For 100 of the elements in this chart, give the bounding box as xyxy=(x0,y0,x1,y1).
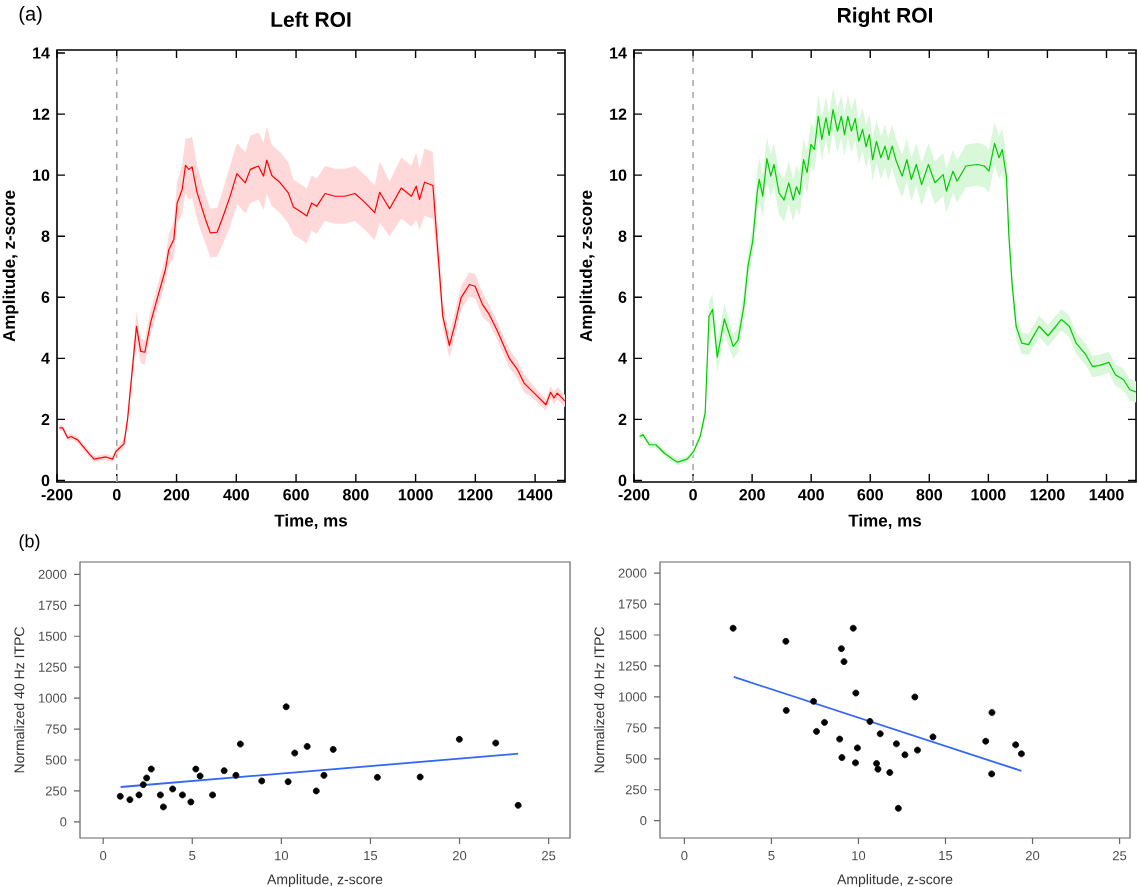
text: (b) xyxy=(19,534,40,552)
point xyxy=(894,804,902,812)
x-tick-label: 5 xyxy=(189,851,196,861)
x-tick-label: 1000 xyxy=(398,489,433,501)
point xyxy=(876,730,884,738)
point xyxy=(236,740,244,748)
point xyxy=(284,778,292,786)
point xyxy=(320,771,328,779)
x-tick-label: 1200 xyxy=(458,489,493,501)
x-axis-title: Amplitude, z-score xyxy=(837,874,953,887)
y-tick-label: 4 xyxy=(618,352,627,364)
y-axis-title: Amplitude, z-score xyxy=(2,190,19,342)
point xyxy=(852,689,860,697)
x-axis-title: Time, ms xyxy=(274,514,347,530)
point xyxy=(782,637,790,645)
point xyxy=(147,765,155,773)
y-tick-label: 14 xyxy=(610,47,627,59)
point xyxy=(782,706,790,714)
point xyxy=(135,791,143,799)
point xyxy=(988,709,996,716)
point xyxy=(220,767,228,775)
y-axis-title: Amplitude, z-score xyxy=(579,190,596,342)
x-tick-label: 0 xyxy=(681,851,688,861)
x-tick-label: 800 xyxy=(916,489,942,501)
y-tick-label: 250 xyxy=(625,785,647,795)
y-tick-label: 12 xyxy=(33,108,50,120)
point xyxy=(282,703,290,711)
point xyxy=(838,754,846,761)
y-tick-label: 1750 xyxy=(39,600,67,610)
point xyxy=(312,787,320,795)
x-tick-label: 10 xyxy=(852,851,866,861)
point xyxy=(156,791,164,799)
y-tick-label: 6 xyxy=(41,291,50,303)
y-tick-label: 0 xyxy=(618,474,627,487)
text: (a) xyxy=(19,6,42,25)
point xyxy=(874,765,882,773)
point xyxy=(416,773,424,781)
y-tick-label: 2000 xyxy=(618,568,647,578)
y-tick-label: 750 xyxy=(625,723,647,733)
y-tick-label: 1250 xyxy=(39,662,67,672)
y-tick-label: 1250 xyxy=(619,661,647,671)
x-tick-label: -200 xyxy=(41,489,73,501)
x-axis-title: Time, ms xyxy=(848,514,921,530)
y-tick-label: 8 xyxy=(618,230,627,242)
y-tick-label: 500 xyxy=(625,754,647,764)
y-tick-label: 1500 xyxy=(39,631,67,641)
point xyxy=(1017,750,1025,758)
x-axis-title: Amplitude, z-score xyxy=(267,874,383,887)
x-tick-label: 25 xyxy=(1113,851,1127,861)
x-tick-label: 15 xyxy=(939,851,953,861)
point xyxy=(187,798,195,806)
point xyxy=(159,803,167,811)
point xyxy=(893,740,900,748)
x-tick-label: 400 xyxy=(223,489,249,501)
x-tick-label: -200 xyxy=(618,489,650,501)
y-tick-label: 10 xyxy=(33,169,50,181)
y-tick-label: 500 xyxy=(45,755,67,765)
point xyxy=(258,777,266,785)
x-tick-label: 400 xyxy=(798,489,824,501)
x-tick-label: 25 xyxy=(542,851,556,861)
point xyxy=(849,624,857,632)
point xyxy=(116,792,124,800)
point xyxy=(492,739,500,747)
point xyxy=(291,749,299,757)
y-tick-label: 2 xyxy=(618,413,627,425)
point xyxy=(873,760,880,767)
point xyxy=(729,624,737,632)
point xyxy=(838,645,845,653)
x-tick-label: 800 xyxy=(342,489,369,501)
y-tick-label: 1000 xyxy=(619,692,647,702)
point xyxy=(1012,741,1020,749)
y-tick-label: 1750 xyxy=(619,599,647,609)
point xyxy=(821,719,828,726)
x-tick-label: 200 xyxy=(739,489,765,501)
point xyxy=(303,743,311,750)
x-tick-label: 1200 xyxy=(1030,489,1065,501)
y-tick-label: 0 xyxy=(41,474,50,487)
point xyxy=(179,791,186,799)
chart-title: Left ROI xyxy=(271,11,351,27)
x-tick-label: 600 xyxy=(283,489,309,501)
y-tick-label: 250 xyxy=(45,786,67,796)
x-tick-label: 200 xyxy=(163,489,190,501)
x-tick-label: 1400 xyxy=(1089,489,1124,501)
y-tick-label: 1500 xyxy=(619,630,647,640)
point xyxy=(192,765,200,773)
point xyxy=(810,697,817,705)
point xyxy=(929,733,937,741)
x-tick-label: 5 xyxy=(768,851,775,861)
x-tick-label: 10 xyxy=(275,851,289,861)
x-tick-label: 20 xyxy=(1025,851,1040,861)
point xyxy=(988,770,996,778)
y-axis-title: Normalized 40 Hz ITPC xyxy=(594,627,605,773)
point xyxy=(840,658,848,666)
x-tick-label: 1400 xyxy=(518,489,553,501)
x-tick-label: 0 xyxy=(689,489,697,501)
y-tick-label: 12 xyxy=(610,108,627,120)
y-tick-label: 14 xyxy=(33,47,50,59)
y-tick-label: 750 xyxy=(45,724,67,734)
y-tick-label: 2000 xyxy=(38,569,67,579)
x-tick-label: 600 xyxy=(857,489,883,501)
